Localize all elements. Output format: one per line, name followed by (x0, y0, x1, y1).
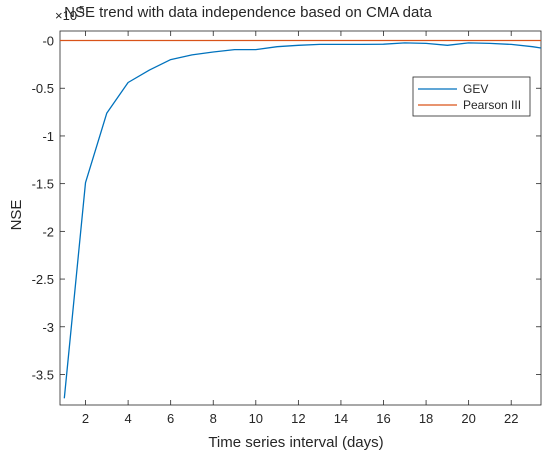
x-tick-label: 20 (461, 411, 475, 426)
y-tick-label: -3 (42, 320, 54, 335)
x-tick-label: 22 (504, 411, 518, 426)
x-axis-label: Time series interval (days) (208, 434, 383, 451)
legend-label-pearson-iii: Pearson III (463, 98, 521, 112)
exponent-power: 5 (79, 5, 85, 16)
y-tick-label: -2.5 (32, 272, 54, 287)
x-tick-label: 8 (210, 411, 217, 426)
y-tick-label: -1 (42, 129, 54, 144)
series-lines (60, 39, 542, 399)
plot-frame (59, 30, 542, 406)
plot-area: 2 4 6 8 10 12 14 16 18 20 22 -0 -0.5 -1 -1.5 -2 -2.5 -3 -3… (32, 30, 542, 426)
axis-ticks: 2 4 6 8 10 12 14 16 18 20 22 -0 -0.5 -1 -1.5 -2 -2.5 -3 -3… (32, 31, 541, 426)
legend: GEV Pearson III (412, 76, 531, 117)
y-tick-label: -2 (42, 224, 54, 239)
y-tick-label: -0.5 (32, 81, 54, 96)
x-tick-label: 12 (291, 411, 305, 426)
x-tick-label: 10 (249, 411, 263, 426)
series-line-gev (63, 42, 542, 399)
legend-box (412, 76, 531, 117)
y-tick-label: -1.5 (32, 177, 54, 192)
y-axis-exponent: ×10 5 (55, 5, 85, 23)
x-tick-label: 14 (334, 411, 348, 426)
x-tick-label: 18 (419, 411, 433, 426)
legend-label-gev: GEV (463, 82, 488, 96)
y-tick-label: -3.5 (32, 367, 54, 382)
y-tick-label: -0 (42, 34, 54, 49)
y-axis-label: NSE (8, 200, 25, 231)
x-tick-label: 2 (82, 411, 89, 426)
x-tick-label: 4 (124, 411, 131, 426)
x-tick-label: 6 (167, 411, 174, 426)
x-tick-label: 16 (376, 411, 390, 426)
chart-title: NSE trend with data independence based o… (64, 4, 432, 21)
exponent-base: ×10 (55, 8, 77, 23)
